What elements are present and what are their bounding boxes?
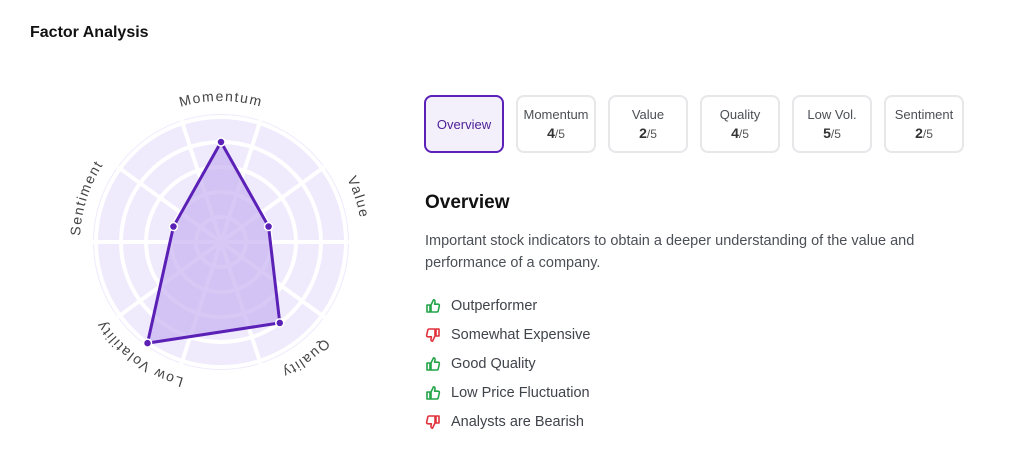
tab-quality[interactable]: Quality 4/5 — [700, 95, 780, 153]
tab-overview[interactable]: Overview — [424, 95, 504, 153]
thumbs-up-icon — [425, 356, 441, 372]
tab-score: 2/5 — [915, 125, 933, 141]
axis-label-momentum: Momentum — [177, 88, 264, 110]
tab-label: Sentiment — [894, 107, 954, 122]
tab-score: 4/5 — [731, 125, 749, 141]
signal-item: Somewhat Expensive — [425, 320, 985, 349]
data-point-momentum — [216, 137, 226, 147]
data-point-sentiment — [168, 221, 179, 232]
signal-text: Good Quality — [451, 355, 536, 372]
factor-tabs: Overview Momentum 4/5 Value 2/5 Quality … — [424, 95, 964, 153]
signal-item: Outperformer — [425, 291, 985, 320]
tab-label: Momentum — [523, 107, 589, 122]
thumbs-down-icon — [425, 327, 441, 343]
tab-sentiment[interactable]: Sentiment 2/5 — [884, 95, 964, 153]
signal-text: Low Price Fluctuation — [451, 384, 590, 401]
tab-label: Overview — [436, 116, 492, 132]
tab-low-vol[interactable]: Low Vol. 5/5 — [792, 95, 872, 153]
tab-score: 5/5 — [823, 125, 841, 141]
thumbs-down-icon — [425, 414, 441, 430]
thumbs-up-icon — [425, 298, 441, 314]
tab-score: 2/5 — [639, 125, 657, 141]
signal-list: Outperformer Somewhat Expensive Good Qua… — [425, 291, 985, 436]
overview-heading: Overview — [425, 192, 510, 213]
overview-description: Important stock indicators to obtain a d… — [425, 233, 915, 271]
tab-value[interactable]: Value 2/5 — [608, 95, 688, 153]
signal-item: Analysts are Bearish — [425, 407, 985, 436]
tab-label: Value — [631, 107, 665, 122]
tab-label: Low Vol. — [807, 107, 857, 122]
signal-text: Analysts are Bearish — [451, 413, 584, 430]
overview-panel: Overview Important stock indicators to o… — [425, 192, 985, 436]
tab-score: 4/5 — [547, 125, 565, 141]
axis-label-value: Value — [344, 173, 373, 219]
data-point-low-volatility — [142, 338, 153, 348]
signal-text: Somewhat Expensive — [451, 326, 591, 343]
signal-item: Good Quality — [425, 349, 985, 378]
signal-text: Outperformer — [451, 297, 538, 314]
data-point-value — [263, 221, 274, 232]
page-title: Factor Analysis — [30, 24, 149, 41]
thumbs-up-icon — [425, 385, 441, 401]
radar-series-shape — [146, 140, 282, 345]
radar-chart: Momentum Value Quality Low Volatility Sentim… — [40, 70, 400, 420]
data-point-quality — [275, 318, 285, 328]
signal-item: Low Price Fluctuation — [425, 378, 985, 407]
tab-momentum[interactable]: Momentum 4/5 — [516, 95, 596, 153]
tab-label: Quality — [719, 107, 761, 122]
